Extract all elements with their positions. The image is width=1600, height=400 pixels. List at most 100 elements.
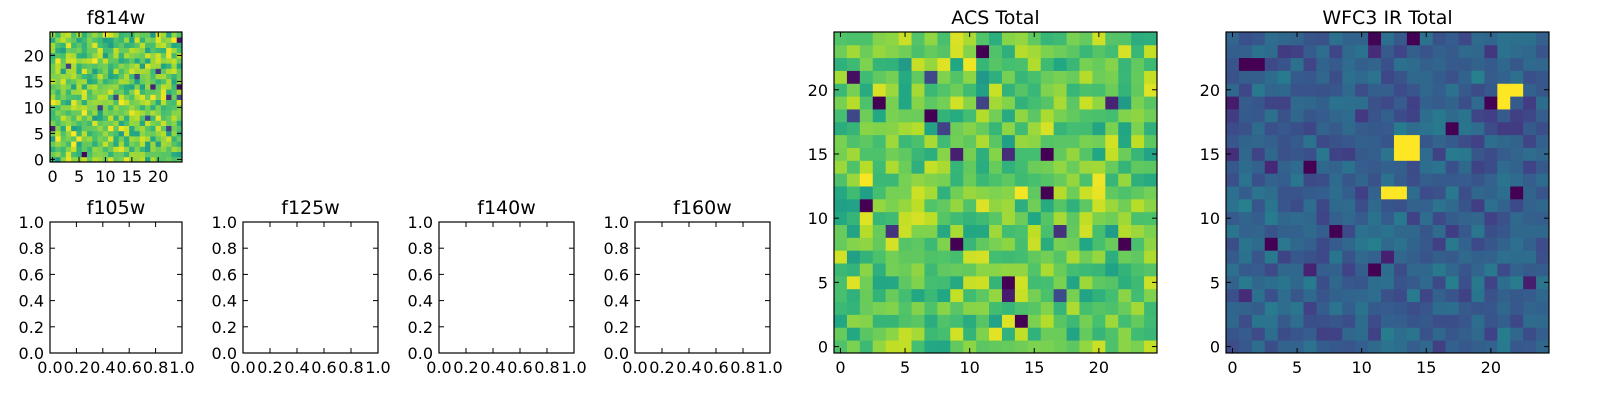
heatmap-cell — [989, 70, 1003, 84]
heatmap-cell — [145, 130, 151, 137]
heatmap-cell — [1484, 44, 1498, 59]
x-tick-label: 10 — [95, 167, 115, 186]
heatmap-cell — [1144, 160, 1158, 174]
heatmap-cell — [976, 340, 990, 354]
heatmap-cell — [1355, 211, 1369, 225]
heatmap-cell — [1118, 44, 1132, 59]
heatmap-cell — [1105, 96, 1119, 110]
heatmap-cell — [1290, 314, 1304, 328]
heatmap-cell — [139, 99, 146, 106]
heatmap-cell — [102, 104, 109, 111]
heatmap-cell — [924, 32, 938, 46]
heatmap-cell — [134, 32, 141, 38]
heatmap-cell — [139, 58, 146, 64]
heatmap-cell — [937, 83, 951, 97]
heatmap-cell — [1406, 224, 1421, 238]
heatmap-cell — [1432, 32, 1447, 46]
heatmap-cell — [97, 63, 104, 69]
heatmap-cell — [1066, 288, 1080, 303]
heatmap-cell — [1053, 237, 1067, 251]
heatmap-cell — [924, 96, 938, 110]
heatmap-cell — [60, 78, 67, 85]
heatmap-cell — [1381, 275, 1395, 290]
heatmap-cell — [60, 89, 67, 95]
heatmap-cell — [134, 136, 141, 142]
heatmap-cell — [145, 120, 151, 126]
heatmap-cell — [846, 134, 861, 148]
heatmap-cell — [976, 57, 990, 71]
heatmap-cell — [1329, 288, 1343, 303]
heatmap-cell — [911, 57, 925, 71]
heatmap-cell — [160, 84, 167, 90]
heatmap-cell — [166, 115, 172, 121]
heatmap-cell — [834, 275, 848, 290]
heatmap-cell — [92, 110, 98, 116]
heatmap-cell — [129, 136, 135, 142]
heatmap-cell — [1355, 340, 1369, 354]
heatmap-cell — [1001, 198, 1016, 213]
heatmap-cell — [1484, 288, 1498, 303]
heatmap-cell — [1264, 70, 1279, 84]
heatmap-cell — [176, 94, 183, 100]
heatmap-cell — [76, 89, 83, 95]
heatmap-cell — [1001, 134, 1016, 148]
heatmap-cell — [1471, 121, 1485, 136]
heatmap-cell — [963, 198, 977, 213]
heatmap-cell — [102, 78, 109, 85]
heatmap-cell — [1290, 109, 1304, 123]
heatmap-cell — [1368, 134, 1382, 148]
heatmap-cell — [86, 136, 93, 142]
heatmap-cell — [963, 32, 977, 46]
heatmap-cell — [1510, 314, 1524, 328]
heatmap-cell — [108, 47, 114, 54]
heatmap-cell — [86, 94, 93, 100]
heatmap-cell — [1497, 44, 1511, 59]
heatmap-cell — [108, 136, 114, 142]
heatmap-cell — [1471, 70, 1485, 84]
heatmap-cell — [150, 78, 156, 85]
heatmap-cell — [1277, 288, 1291, 303]
heatmap-cell — [911, 250, 925, 264]
heatmap-cell — [950, 211, 964, 225]
heatmap-cell — [989, 96, 1003, 110]
heatmap-cell — [911, 301, 925, 315]
heatmap-cell — [176, 89, 183, 95]
heatmap-cell — [1523, 96, 1537, 110]
heatmap-cell — [1014, 288, 1029, 303]
heatmap-cell — [55, 63, 61, 69]
heatmap-cell — [155, 141, 162, 147]
heatmap-cell — [1329, 160, 1343, 174]
heatmap-cell — [1251, 147, 1266, 161]
heatmap-cell — [859, 134, 874, 148]
heatmap-cell — [1079, 160, 1093, 174]
heatmap-cell — [166, 125, 172, 132]
heatmap-cell — [1251, 340, 1266, 354]
heatmap-cell — [176, 84, 183, 90]
heatmap-cell — [1497, 198, 1511, 213]
heatmap-cell — [1497, 160, 1511, 174]
heatmap-cell — [1066, 250, 1080, 264]
heatmap-cell — [1497, 288, 1511, 303]
heatmap-cell — [145, 52, 151, 59]
heatmap-cell — [1001, 109, 1016, 123]
heatmap-cell — [1066, 340, 1080, 354]
heatmap-cell — [1066, 301, 1080, 315]
heatmap-cell — [86, 32, 93, 38]
heatmap-cell — [976, 250, 990, 264]
y-tick-label: 0 — [818, 338, 828, 357]
heatmap-cell — [989, 134, 1003, 148]
heatmap-cell — [1303, 57, 1317, 71]
heatmap-cell — [1445, 186, 1459, 200]
heatmap-cell — [1092, 301, 1106, 315]
heatmap-cell — [1445, 237, 1459, 251]
panel-title: WFC3 IR Total — [1322, 7, 1452, 29]
heatmap-cell — [898, 250, 912, 264]
heatmap-cell — [1238, 147, 1253, 161]
heatmap-cell — [1131, 224, 1145, 238]
axes-frame — [49, 221, 183, 354]
heatmap-cell — [113, 84, 120, 90]
heatmap-cell — [1238, 198, 1253, 213]
heatmap-cell — [50, 110, 56, 116]
heatmap-cell — [1303, 173, 1317, 187]
